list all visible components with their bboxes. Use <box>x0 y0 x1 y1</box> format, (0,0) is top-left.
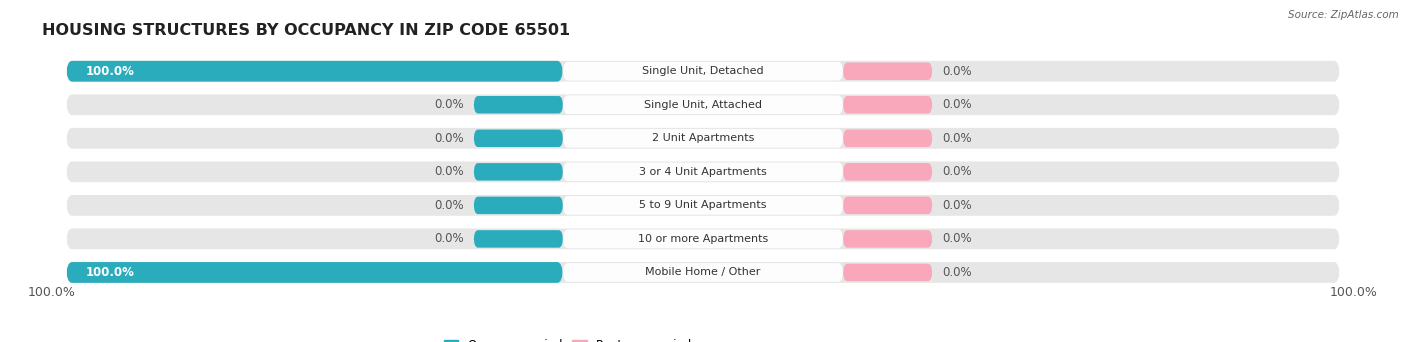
Text: 0.0%: 0.0% <box>434 132 464 145</box>
FancyBboxPatch shape <box>844 130 932 147</box>
FancyBboxPatch shape <box>844 197 932 214</box>
Text: 10 or more Apartments: 10 or more Apartments <box>638 234 768 244</box>
FancyBboxPatch shape <box>474 230 562 248</box>
FancyBboxPatch shape <box>562 62 844 81</box>
FancyBboxPatch shape <box>844 96 932 114</box>
FancyBboxPatch shape <box>66 61 562 82</box>
Text: 0.0%: 0.0% <box>942 266 972 279</box>
Text: 100.0%: 100.0% <box>1330 286 1378 299</box>
Text: 100.0%: 100.0% <box>86 65 135 78</box>
Text: 100.0%: 100.0% <box>86 266 135 279</box>
FancyBboxPatch shape <box>66 228 1340 249</box>
FancyBboxPatch shape <box>562 95 844 114</box>
Text: Single Unit, Detached: Single Unit, Detached <box>643 66 763 76</box>
FancyBboxPatch shape <box>66 94 1340 115</box>
FancyBboxPatch shape <box>562 196 844 215</box>
Text: 0.0%: 0.0% <box>942 233 972 246</box>
FancyBboxPatch shape <box>562 162 844 181</box>
FancyBboxPatch shape <box>66 128 1340 149</box>
FancyBboxPatch shape <box>474 96 562 114</box>
FancyBboxPatch shape <box>66 262 1340 283</box>
FancyBboxPatch shape <box>474 163 562 181</box>
Text: 3 or 4 Unit Apartments: 3 or 4 Unit Apartments <box>640 167 766 177</box>
Text: Mobile Home / Other: Mobile Home / Other <box>645 267 761 277</box>
Text: Source: ZipAtlas.com: Source: ZipAtlas.com <box>1288 10 1399 20</box>
Text: 0.0%: 0.0% <box>942 199 972 212</box>
FancyBboxPatch shape <box>474 197 562 214</box>
Text: HOUSING STRUCTURES BY OCCUPANCY IN ZIP CODE 65501: HOUSING STRUCTURES BY OCCUPANCY IN ZIP C… <box>42 24 569 38</box>
FancyBboxPatch shape <box>66 161 1340 182</box>
FancyBboxPatch shape <box>844 230 932 248</box>
Text: 0.0%: 0.0% <box>942 132 972 145</box>
Text: 0.0%: 0.0% <box>942 98 972 111</box>
FancyBboxPatch shape <box>66 262 562 283</box>
Legend: Owner-occupied, Renter-occupied: Owner-occupied, Renter-occupied <box>444 339 692 342</box>
FancyBboxPatch shape <box>844 264 932 281</box>
Text: 2 Unit Apartments: 2 Unit Apartments <box>652 133 754 143</box>
FancyBboxPatch shape <box>562 263 844 282</box>
FancyBboxPatch shape <box>844 63 932 80</box>
Text: 0.0%: 0.0% <box>434 165 464 178</box>
Text: 100.0%: 100.0% <box>28 286 76 299</box>
Text: 0.0%: 0.0% <box>434 199 464 212</box>
FancyBboxPatch shape <box>844 163 932 181</box>
Text: 5 to 9 Unit Apartments: 5 to 9 Unit Apartments <box>640 200 766 210</box>
FancyBboxPatch shape <box>474 130 562 147</box>
Text: 0.0%: 0.0% <box>942 165 972 178</box>
Text: 0.0%: 0.0% <box>942 65 972 78</box>
Text: Single Unit, Attached: Single Unit, Attached <box>644 100 762 110</box>
Text: 0.0%: 0.0% <box>434 98 464 111</box>
Text: 0.0%: 0.0% <box>434 233 464 246</box>
FancyBboxPatch shape <box>562 129 844 148</box>
FancyBboxPatch shape <box>66 195 1340 216</box>
FancyBboxPatch shape <box>562 229 844 248</box>
FancyBboxPatch shape <box>66 61 1340 82</box>
